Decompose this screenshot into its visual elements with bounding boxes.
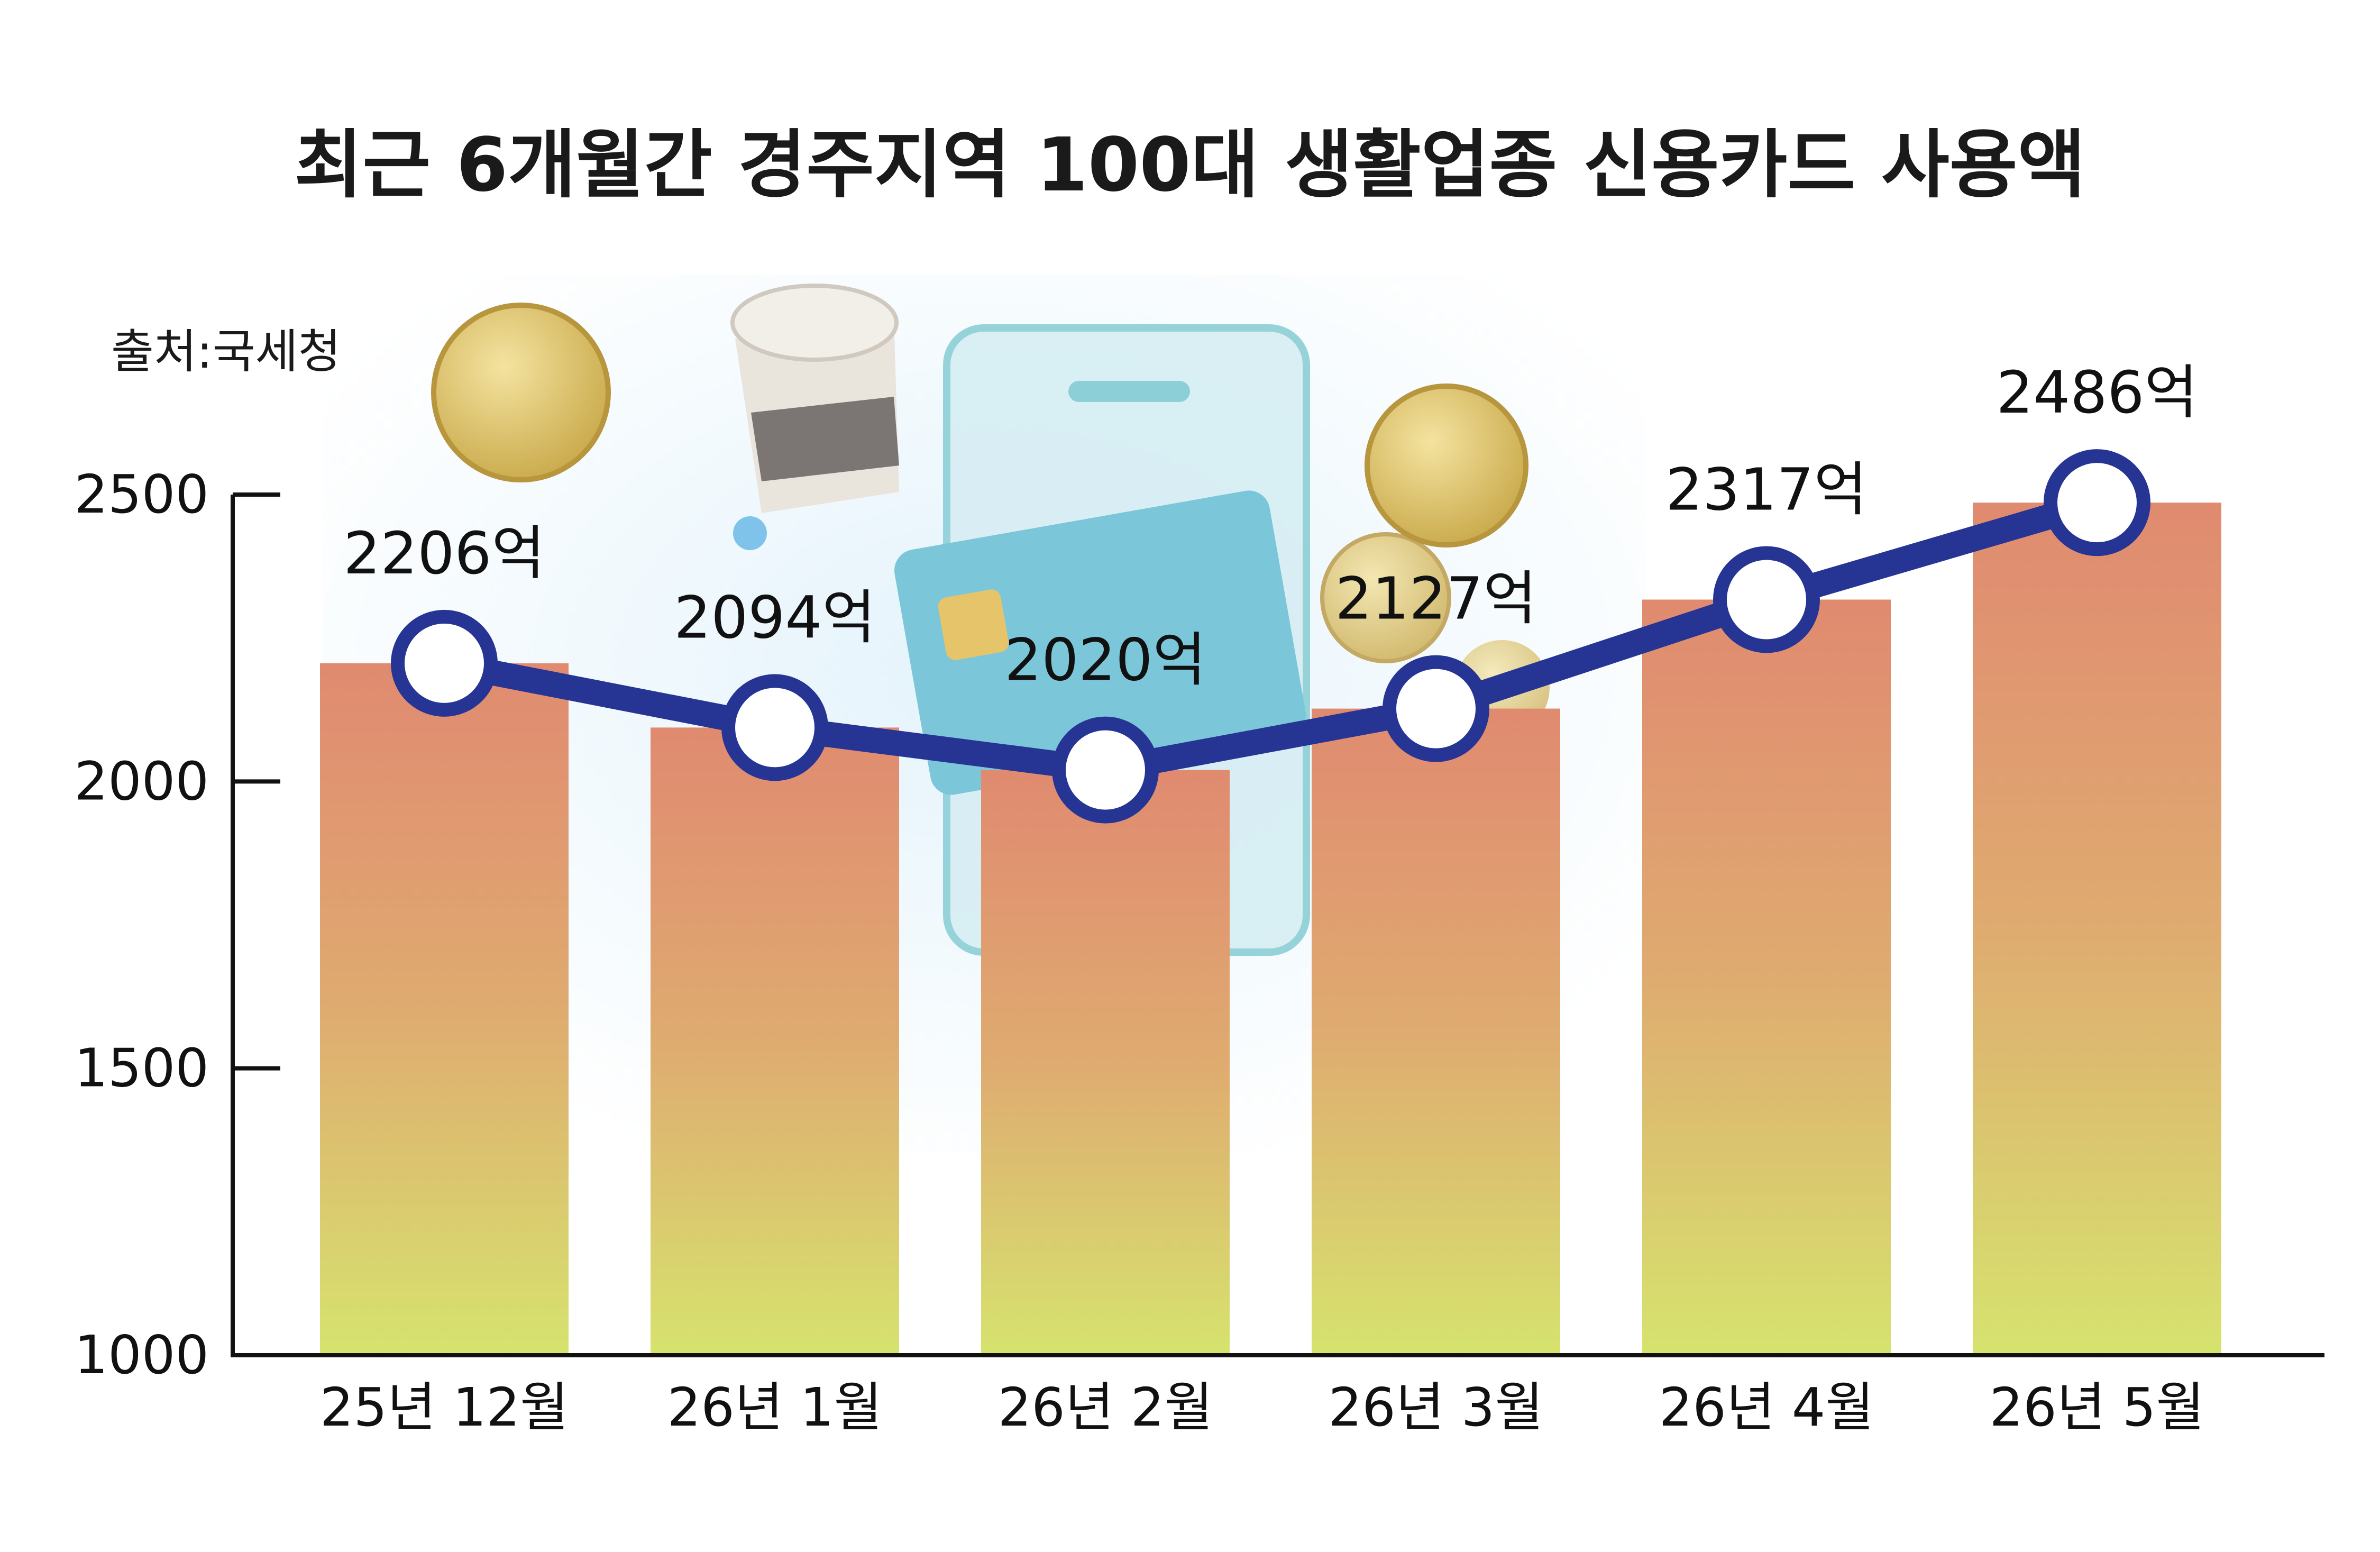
value-label: 2020억: [1004, 626, 1206, 694]
value-label: 2206억: [343, 519, 545, 587]
data-point-marker: [1713, 546, 1820, 653]
category-label: 26년 2월: [998, 1376, 1213, 1438]
coin-icon: [431, 303, 611, 482]
bar: [981, 770, 1230, 1355]
y-tick-group: 1000 1500 2000 2500: [75, 463, 280, 1386]
data-point-marker: [1383, 655, 1489, 762]
value-label: 2486억: [1996, 359, 2198, 426]
category-label: 26년 3월: [1329, 1376, 1544, 1438]
coffee-cup-icon: [730, 284, 899, 513]
category-label-group: 25년 12월 26년 1월 26년 2월 26년 3월 26년 4월 26년 5월: [320, 1376, 2204, 1438]
category-label: 26년 4월: [1659, 1376, 1874, 1438]
value-label: 2317억: [1665, 455, 1867, 523]
data-point-marker: [2044, 449, 2150, 556]
y-tick-label: 1500: [75, 1037, 209, 1099]
chart-title: 최근 6개월간 경주지역 100대 생활업종 신용카드 사용액: [295, 122, 2086, 208]
bar: [1642, 599, 1891, 1355]
bar: [651, 727, 899, 1355]
y-tick-label: 2000: [75, 750, 209, 812]
category-label: 25년 12월: [320, 1376, 569, 1438]
credit-card-icon: [894, 490, 1306, 795]
value-label: 2094억: [674, 583, 875, 651]
y-tick-label: 2500: [75, 463, 209, 525]
bar-group: [320, 503, 2221, 1356]
coin-icon: [1320, 532, 1451, 663]
category-label: 26년 1월: [667, 1376, 883, 1438]
bar: [1973, 503, 2221, 1356]
y-tick-label: 1000: [75, 1324, 209, 1386]
value-label: 2127억: [1335, 565, 1536, 633]
trend-line: [432, 490, 2110, 783]
value-label-group: 2206억 2094억 2020억 2127억 2317억 2486억: [343, 359, 2198, 693]
data-point-marker: [721, 674, 828, 781]
data-point-marker: [1052, 716, 1159, 824]
bar: [320, 663, 569, 1355]
source-label: 출처:국세청: [111, 324, 341, 379]
category-label: 26년 5월: [1990, 1376, 2205, 1438]
marker-group: [391, 449, 2150, 824]
coin-icon: [1365, 384, 1528, 547]
bubble-icon: [733, 516, 767, 550]
data-point-marker: [391, 609, 498, 717]
bar: [1312, 708, 1560, 1355]
